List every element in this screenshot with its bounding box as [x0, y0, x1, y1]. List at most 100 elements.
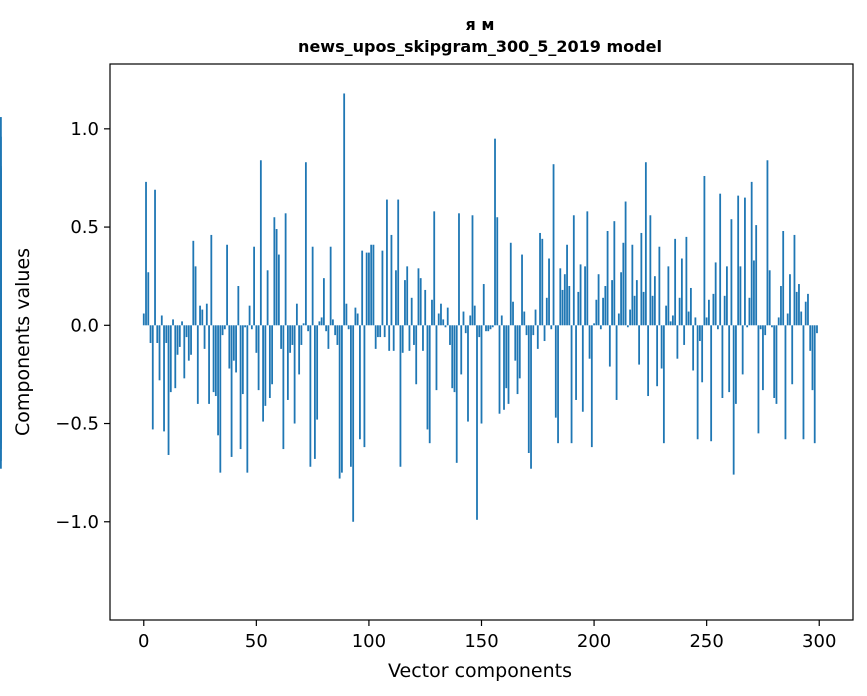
- bar-component-229: [658, 246, 661, 326]
- bar-component-137: [451, 325, 454, 389]
- bar-component-12: [169, 325, 172, 393]
- bar-component-122: [417, 268, 420, 326]
- bar-component-164: [512, 301, 514, 326]
- bar-component-230: [660, 325, 663, 369]
- bar-component-191: [572, 215, 575, 326]
- bar-component-59: [275, 229, 278, 326]
- bar-component-170: [525, 325, 528, 336]
- bar-component-28: [205, 303, 208, 326]
- bar-component-75: [311, 246, 314, 326]
- bar-component-143: [464, 325, 467, 334]
- bar-component-160: [503, 325, 505, 410]
- bar-component-283: [780, 286, 782, 326]
- bar-component-217: [631, 244, 634, 326]
- bar-component-226: [651, 295, 654, 326]
- bar-component-81: [325, 325, 328, 332]
- bar-component-213: [622, 242, 625, 326]
- bar-component-183: [554, 325, 557, 418]
- bar-component-134: [444, 325, 447, 328]
- bar-component-51: [257, 325, 260, 391]
- bar-component-16: [178, 325, 181, 347]
- bar-component-52: [259, 160, 262, 326]
- bar-component-275: [762, 325, 764, 391]
- bar-component-291: [798, 284, 800, 326]
- bar-component-undefined: [0, 293, 2, 326]
- bar-component-38: [228, 325, 231, 369]
- bar-component-158: [498, 325, 501, 414]
- bar-component-84: [332, 319, 334, 326]
- bar-component-43: [239, 325, 242, 450]
- bar-component-245: [694, 317, 697, 326]
- bar-component-32: [214, 325, 217, 397]
- bar-component-24: [196, 325, 199, 404]
- bar-component-120: [413, 325, 415, 345]
- bar-component-255: [717, 325, 719, 330]
- bar-component-234: [669, 321, 672, 326]
- bar-component-undefined: [0, 117, 2, 326]
- bar-component-121: [415, 325, 418, 385]
- bar-component-267: [744, 197, 746, 326]
- bar-component-265: [739, 266, 742, 326]
- bar-component-140: [458, 213, 460, 326]
- bar-component-264: [737, 195, 740, 326]
- bar-component-225: [649, 215, 652, 326]
- bar-component-130: [435, 325, 438, 391]
- bar-component-147: [473, 305, 476, 326]
- chart-title-line-2: news_upos_skipgram_300_5_2019 model: [298, 37, 662, 56]
- bar-component-235: [671, 315, 674, 326]
- bar-component-204: [602, 297, 604, 326]
- bar-component-278: [768, 270, 771, 326]
- bar-component-136: [449, 325, 451, 345]
- bar-component-219: [635, 280, 638, 326]
- bar-component-83: [329, 246, 332, 326]
- bar-component-281: [775, 325, 778, 404]
- bar-component-80: [322, 278, 325, 326]
- bar-component-119: [410, 297, 413, 326]
- bar-component-188: [566, 244, 568, 326]
- bar-component-11: [167, 325, 170, 455]
- bar-component-247: [699, 325, 701, 342]
- bar-component-6: [156, 325, 159, 343]
- bar-component-179: [545, 297, 548, 326]
- bar-component-145: [469, 315, 472, 326]
- bar-component-176: [539, 232, 541, 326]
- x-axis-ticks: 0 50 100 150 200 250 300: [138, 620, 836, 652]
- bar-component-293: [802, 325, 805, 440]
- bar-component-85: [334, 325, 337, 336]
- x-axis-label: Vector components: [388, 660, 572, 682]
- bar-component-242: [687, 311, 690, 326]
- bar-component-162: [507, 325, 510, 404]
- bar-component-163: [509, 242, 512, 326]
- bar-component-112: [395, 270, 397, 326]
- bar-component-273: [757, 325, 760, 434]
- bar-component-8: [160, 315, 163, 326]
- bar-component-1: [145, 181, 147, 326]
- bar-component-95: [356, 313, 359, 326]
- bar-component-221: [640, 232, 643, 326]
- bar-component-105: [379, 325, 382, 338]
- bar-component-220: [638, 325, 641, 365]
- bar-component-263: [735, 325, 737, 404]
- bar-component-89: [343, 93, 346, 326]
- y-axis-ticks: −1.0 −0.5 0.0 0.5 1.0: [55, 119, 110, 533]
- bar-component-131: [437, 313, 440, 326]
- bar-component-171: [527, 325, 530, 453]
- bar-component-149: [478, 325, 481, 338]
- bar-component-21: [190, 325, 192, 355]
- bar-component-48: [250, 325, 253, 330]
- bar-component-223: [644, 162, 647, 326]
- bar-component-79: [320, 317, 323, 326]
- bar-component-54: [264, 325, 267, 406]
- bar-component-232: [665, 305, 668, 326]
- bar-component-146: [471, 215, 474, 326]
- bar-component-279: [771, 325, 773, 328]
- y-tick-label: 1.0: [70, 119, 99, 140]
- bar-component-109: [388, 325, 391, 351]
- bar-component-272: [755, 225, 758, 326]
- bar-component-240: [683, 325, 686, 345]
- bar-component-212: [620, 272, 622, 326]
- bar-component-69: [298, 325, 301, 375]
- bar-component-2: [147, 272, 150, 326]
- bar-component-285: [784, 325, 787, 440]
- y-tick-label: 0.5: [70, 217, 99, 238]
